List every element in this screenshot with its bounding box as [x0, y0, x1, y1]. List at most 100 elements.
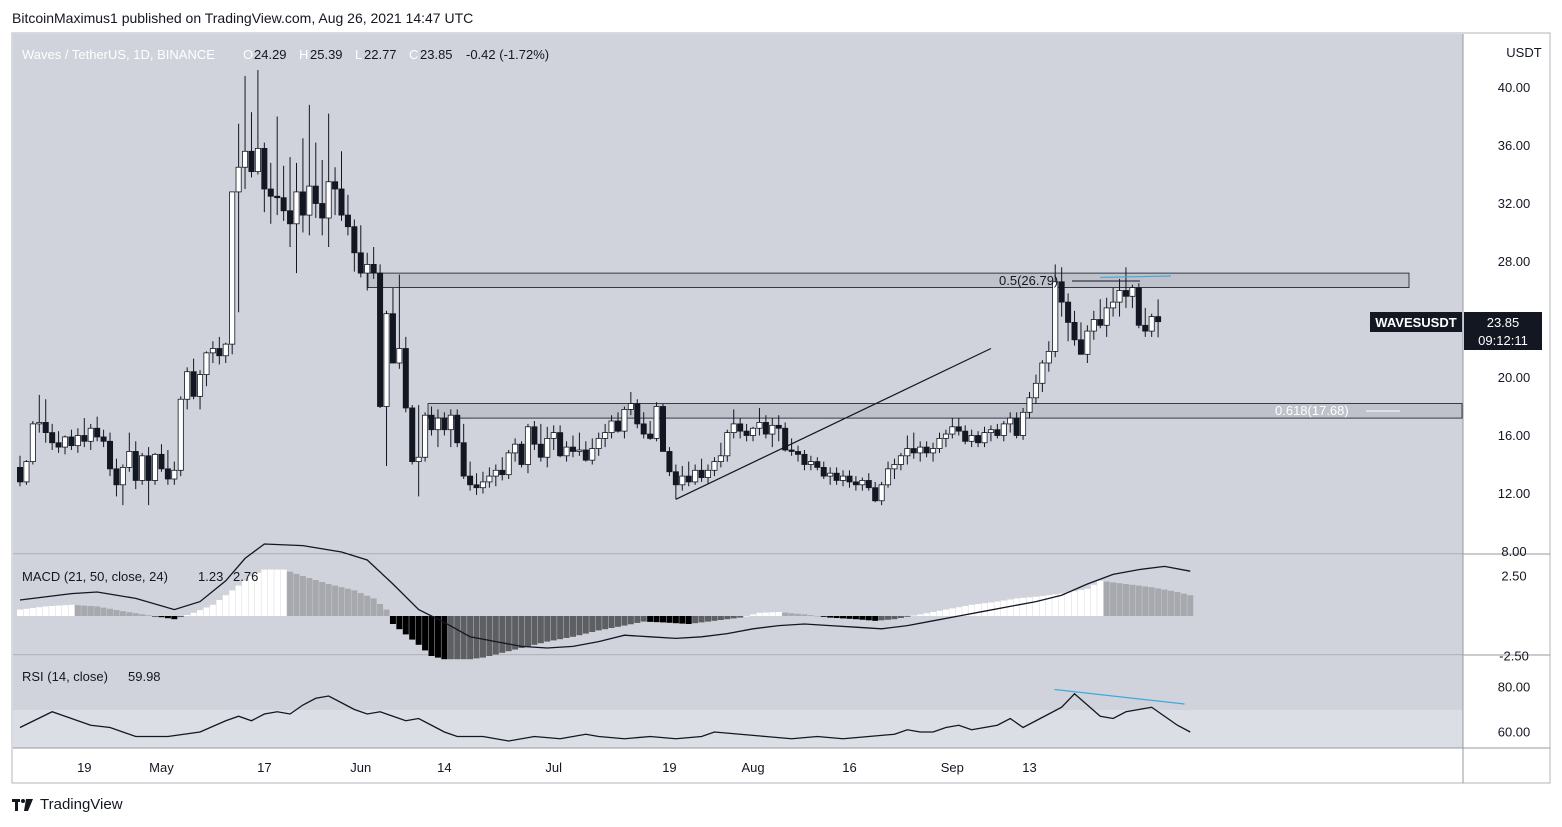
- candle[interactable]: [29, 421, 36, 465]
- candle[interactable]: [460, 423, 467, 479]
- candle[interactable]: [930, 442, 937, 462]
- candle[interactable]: [569, 435, 576, 458]
- candle[interactable]: [1097, 299, 1104, 329]
- candle[interactable]: [897, 452, 904, 471]
- candle[interactable]: [1077, 322, 1084, 355]
- candle[interactable]: [87, 423, 94, 450]
- candle[interactable]: [563, 441, 570, 462]
- candle[interactable]: [113, 458, 120, 497]
- candle[interactable]: [306, 104, 313, 236]
- candle[interactable]: [222, 342, 229, 363]
- candle[interactable]: [1090, 310, 1097, 340]
- candle[interactable]: [274, 116, 281, 216]
- candle[interactable]: [293, 162, 300, 274]
- candle[interactable]: [1032, 374, 1039, 404]
- candle[interactable]: [287, 157, 294, 247]
- candle[interactable]: [428, 406, 435, 436]
- macd-panel[interactable]: [13, 555, 1463, 655]
- candle[interactable]: [62, 435, 69, 455]
- candle[interactable]: [164, 450, 171, 485]
- candle[interactable]: [820, 461, 827, 479]
- candle[interactable]: [1052, 264, 1059, 358]
- candle[interactable]: [203, 351, 210, 387]
- candle[interactable]: [975, 431, 982, 448]
- candle[interactable]: [396, 274, 403, 369]
- candle[interactable]: [698, 458, 705, 482]
- candle[interactable]: [653, 402, 660, 442]
- candle[interactable]: [994, 423, 1001, 439]
- candle[interactable]: [312, 142, 319, 218]
- candle[interactable]: [666, 447, 673, 477]
- candle[interactable]: [415, 405, 422, 497]
- candle[interactable]: [402, 336, 409, 413]
- candle[interactable]: [55, 431, 62, 453]
- candle[interactable]: [679, 465, 686, 491]
- candle[interactable]: [775, 415, 782, 442]
- candle[interactable]: [544, 426, 551, 468]
- candle[interactable]: [595, 432, 602, 456]
- candle[interactable]: [1020, 407, 1027, 440]
- candle[interactable]: [81, 418, 88, 448]
- candle[interactable]: [357, 225, 364, 278]
- candle[interactable]: [216, 336, 223, 365]
- candle[interactable]: [338, 151, 345, 221]
- candle[interactable]: [280, 165, 287, 221]
- candle[interactable]: [119, 464, 126, 506]
- candle[interactable]: [743, 423, 750, 442]
- candle[interactable]: [827, 467, 834, 485]
- candle[interactable]: [1122, 267, 1129, 308]
- candle[interactable]: [840, 470, 847, 487]
- candle[interactable]: [512, 438, 519, 462]
- candle[interactable]: [711, 457, 718, 477]
- candle[interactable]: [364, 252, 371, 291]
- candle[interactable]: [949, 418, 956, 439]
- resistance-zone[interactable]: [367, 272, 1410, 289]
- price-panel[interactable]: [13, 34, 1463, 554]
- candle[interactable]: [16, 455, 23, 487]
- candle[interactable]: [814, 457, 821, 471]
- candle[interactable]: [750, 426, 757, 442]
- candle[interactable]: [184, 367, 191, 410]
- candle[interactable]: [801, 450, 808, 471]
- candle[interactable]: [467, 461, 474, 491]
- candle[interactable]: [872, 481, 879, 503]
- candle[interactable]: [910, 432, 917, 459]
- candle[interactable]: [660, 403, 667, 452]
- candle[interactable]: [717, 442, 724, 468]
- candle[interactable]: [1135, 283, 1142, 329]
- candle[interactable]: [1045, 341, 1052, 372]
- candle[interactable]: [235, 123, 242, 313]
- candle[interactable]: [762, 415, 769, 439]
- resistance-zone[interactable]: [427, 403, 1463, 419]
- candle[interactable]: [441, 412, 448, 436]
- candle[interactable]: [370, 247, 377, 279]
- candle[interactable]: [1065, 293, 1072, 342]
- candle[interactable]: [473, 473, 480, 495]
- candle[interactable]: [1155, 299, 1162, 338]
- candle[interactable]: [846, 470, 853, 488]
- candle[interactable]: [1026, 392, 1033, 419]
- candle[interactable]: [1103, 297, 1110, 337]
- candle[interactable]: [152, 452, 159, 485]
- candle[interactable]: [885, 461, 892, 488]
- candle[interactable]: [769, 418, 776, 448]
- candle[interactable]: [537, 423, 544, 462]
- candle[interactable]: [756, 407, 763, 436]
- candle[interactable]: [190, 358, 197, 400]
- candle[interactable]: [454, 409, 461, 448]
- candle[interactable]: [100, 429, 107, 448]
- candle[interactable]: [132, 441, 139, 490]
- candle[interactable]: [627, 392, 634, 416]
- candle[interactable]: [383, 310, 390, 466]
- candle[interactable]: [608, 415, 615, 439]
- candle[interactable]: [261, 142, 268, 213]
- candle[interactable]: [126, 432, 133, 472]
- candle[interactable]: [36, 394, 43, 433]
- candle[interactable]: [865, 473, 872, 491]
- candle[interactable]: [524, 423, 531, 474]
- candle[interactable]: [197, 370, 204, 410]
- candle[interactable]: [267, 162, 274, 224]
- candle[interactable]: [248, 112, 255, 178]
- candle[interactable]: [479, 471, 486, 494]
- candle[interactable]: [634, 399, 641, 429]
